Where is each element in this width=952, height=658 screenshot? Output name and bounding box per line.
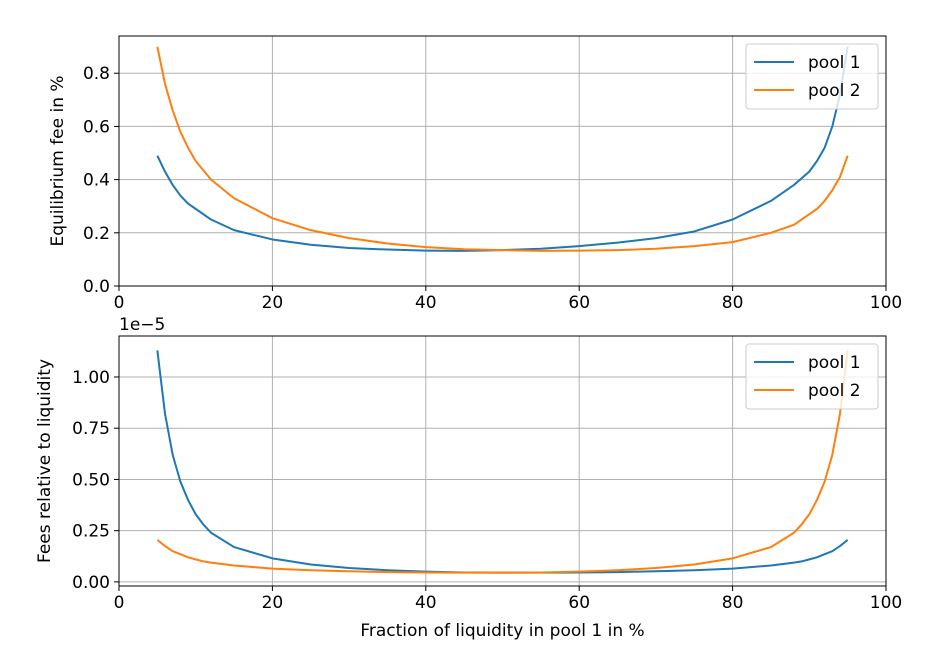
y-tick-label: 1.00	[72, 368, 110, 388]
legend-label: pool 2	[808, 81, 861, 101]
y-axis-label: Fees relative to liquidity	[35, 359, 55, 563]
x-tick-label: 20	[262, 293, 284, 313]
x-tick-label: 100	[870, 593, 902, 613]
y-tick-label: 0.0	[83, 277, 110, 297]
y-tick-label: 0.6	[83, 117, 110, 137]
bottom-chart-panel: 0 20 40 60 80 100 0.00 0.25 0.50 0.75 1.00 Fees rel…	[35, 315, 902, 641]
series-line-pool-2	[156, 46, 849, 252]
axes-frame	[118, 35, 887, 287]
x-tick-label: 40	[415, 293, 437, 313]
y-tick-label: 0.00	[72, 573, 110, 593]
y-tick-label: 0.4	[83, 171, 110, 191]
y-tick-label: 0.75	[72, 419, 110, 439]
y-tick-label: 0.25	[72, 522, 110, 542]
y-axis-label: Equilibrium fee in %	[48, 75, 68, 246]
x-tick-label: 100	[870, 293, 902, 313]
x-tick-label: 80	[722, 593, 744, 613]
legend-label: pool 1	[808, 53, 861, 73]
x-tick-label: 0	[114, 593, 125, 613]
x-tick-label: 40	[415, 593, 437, 613]
axes-frame	[118, 335, 887, 587]
y-tick-label: 0.8	[83, 64, 110, 84]
x-tick-label: 60	[568, 293, 590, 313]
x-tick-label: 0	[114, 293, 125, 313]
top-chart-panel: 0 20 40 60 80 100 0.0 0.2 0.4 0.6 0.8 Equilibrium f…	[48, 35, 902, 313]
legend-box	[745, 43, 879, 110]
x-axis-label: Fraction of liquidity in pool 1 in %	[360, 621, 644, 641]
y-tick-label: 0.2	[83, 224, 110, 244]
x-tick-label: 60	[568, 593, 590, 613]
legend-box	[745, 343, 879, 410]
x-tick-label: 80	[722, 293, 744, 313]
legend-label: pool 2	[808, 381, 861, 401]
x-tick-label: 20	[262, 593, 284, 613]
series-line-pool-2	[156, 350, 849, 574]
legend-label: pool 1	[808, 353, 861, 373]
y-offset-label: 1e−5	[119, 315, 165, 335]
y-tick-label: 0.50	[72, 470, 110, 490]
